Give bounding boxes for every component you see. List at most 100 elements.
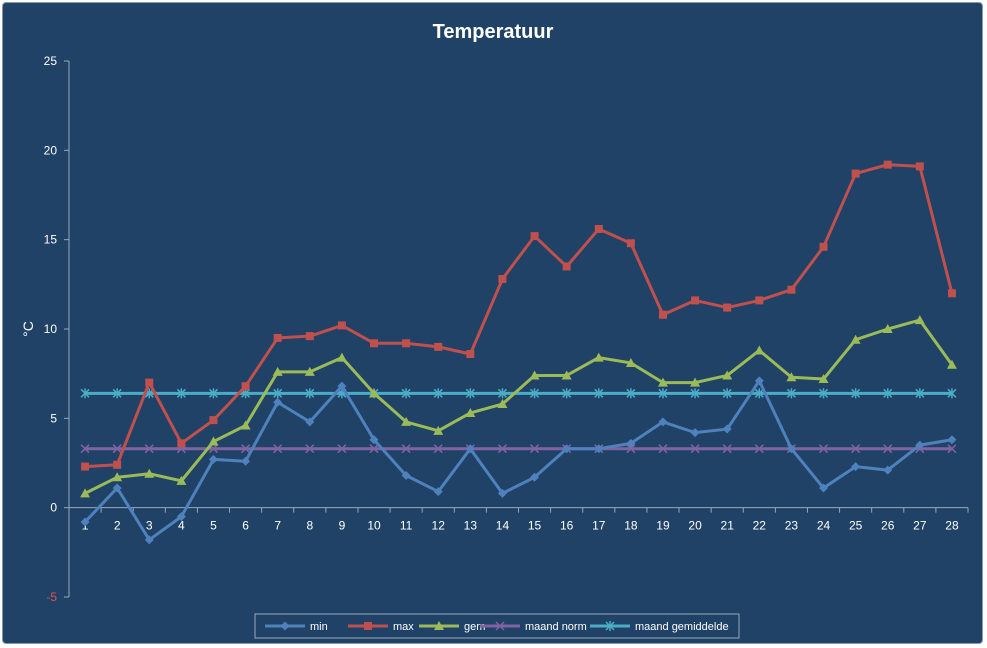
point-max [177,439,186,448]
x-tick-label: 24 [817,519,831,533]
point-max [851,169,860,178]
legend-label: gem [464,621,485,633]
x-tick-label: 22 [753,519,767,533]
point-maand-norm [273,444,283,454]
point-maand-norm [754,444,764,454]
x-tick-label: 18 [624,519,638,533]
point-maand-gemiddelde [915,388,925,399]
point-maand-gemiddelde [305,388,315,399]
x-tick-label: 19 [656,519,670,533]
point-maand-gemiddelde [530,388,540,399]
point-max [81,462,90,471]
point-maand-gemiddelde [754,388,764,399]
point-max [658,310,667,319]
x-tick-label: 26 [881,519,895,533]
point-max [691,296,700,305]
series-layer [80,160,957,545]
legend-box [254,613,740,639]
temperature-line-chart: Temperatuur °C -5 0 5 10 15 20 25 12 3 4 5 6 7 8 9 10 11… [20,21,969,639]
point-gem [497,399,508,409]
point-min [305,417,315,427]
point-max [273,333,282,342]
axes: -505101520251234567891011121314151617181… [44,54,969,604]
y-tick-label: 25 [44,54,58,68]
point-maand-gemiddelde [786,388,796,399]
legend-marker [364,622,372,630]
point-gem [946,359,957,369]
legend-entry-max: max [348,621,414,633]
x-tick-label: 4 [178,519,185,533]
point-max [562,262,571,271]
point-gem [304,366,315,376]
point-min [208,454,218,464]
point-gem [818,374,829,384]
legend-marker [495,621,505,631]
point-maand-norm [497,444,507,454]
y-tick-label: 0 [50,501,57,515]
legend-label: maand norm [525,621,587,633]
point-gem [176,475,187,485]
y-axis-label: °C [20,321,36,337]
y-tick-label: 20 [44,143,58,157]
point-max [947,289,956,298]
point-max [498,274,507,283]
legend-label: max [393,621,414,633]
series-line-max [84,163,954,469]
point-maand-norm [112,444,122,454]
x-tick-label: 8 [306,519,313,533]
point-maand-norm [883,444,893,454]
point-min [722,424,732,434]
x-tick-label: 12 [432,519,446,533]
point-maand-norm [530,444,540,454]
point-maand-norm [658,444,668,454]
point-min [144,535,154,545]
x-tick-label: 14 [496,519,510,533]
point-gem [208,436,219,446]
point-gem [786,372,797,382]
point-maand-norm [851,444,861,454]
point-gem [561,370,572,380]
point-maand-gemiddelde [273,388,283,399]
point-min [594,444,604,454]
y-tick-label: -5 [46,590,57,604]
point-gem [593,352,604,362]
point-min [851,462,861,472]
point-max [305,332,314,341]
point-min [658,417,668,427]
legend-label: min [310,621,328,633]
point-maand-gemiddelde [883,388,893,399]
point-gem [369,388,380,398]
point-min [337,381,347,391]
point-min [947,435,957,445]
legend-entry-min: min [265,621,328,633]
point-min [80,517,90,527]
point-maand-gemiddelde [818,388,829,399]
point-min [497,488,507,498]
point-maand-norm [401,444,411,454]
point-maand-norm [80,444,90,454]
point-max [209,416,218,425]
point-min [786,444,796,454]
point-gem [433,425,444,435]
point-maand-norm [626,444,636,454]
point-maand-norm [369,444,379,454]
point-gem [112,472,123,482]
point-min [626,438,636,448]
point-min [915,440,925,450]
point-max [626,239,635,248]
point-max [723,303,732,312]
point-max [466,350,475,359]
y-tick-label: 15 [44,233,58,247]
legend-marker [434,621,444,630]
x-tick-label: 15 [528,519,542,533]
point-max [370,339,379,348]
point-gem [754,345,765,355]
point-max [915,162,924,171]
point-gem [272,366,283,376]
x-tick-label: 16 [560,519,574,533]
point-gem [914,315,925,325]
point-min [241,456,251,466]
point-maand-gemiddelde [208,388,219,399]
legend-entry-maand-norm: maand norm [480,621,587,633]
